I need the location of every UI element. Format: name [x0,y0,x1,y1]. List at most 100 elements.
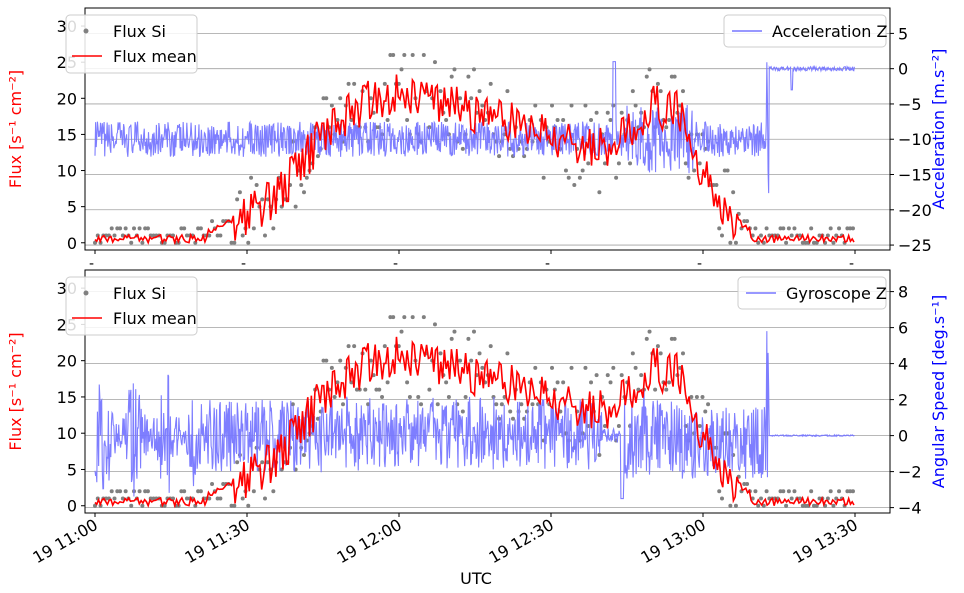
flux-si-point [784,240,789,245]
flux-si-point [118,226,123,231]
flux-si-point [837,489,842,494]
left-tick-label: 20 [57,89,77,108]
flux-si-point [644,336,649,341]
x-tick-label: 19 11:30 [182,515,253,567]
right-tick-label: 2 [898,391,908,410]
right-tick-label: 6 [898,319,908,338]
flux-si-point [811,503,816,508]
flux-si-point [221,481,226,486]
flux-si-point [196,226,201,231]
flux-si-point [132,226,137,231]
flux-si-point [602,161,607,166]
flux-si-point [246,240,251,245]
right-tick-label: 5 [898,24,908,43]
x-tick-label: - [241,256,246,272]
legend-right: Acceleration Z [723,14,888,48]
flux-mean-line [94,336,855,509]
right-tick-label: −10 [898,130,932,149]
flux-si-point [109,489,114,494]
flux-si-point [354,387,359,392]
flux-si-point [633,365,638,370]
flux-si-point [335,380,340,385]
flux-si-point [182,226,187,231]
legend-left: Flux Si Flux mean [65,276,198,336]
flux-si-point [555,117,560,122]
flux-si-point [260,197,265,202]
flux-si-point [611,365,616,370]
flux-si-point [505,351,510,356]
x-tick-label: 19 11:00 [30,515,101,567]
flux-si-point [215,496,220,501]
flux-si-point [759,233,764,238]
flux-si-point [469,96,474,101]
flux-si-point [499,402,504,407]
flux-si-point [563,168,568,173]
flux-si-point [569,103,574,108]
flux-si-point [722,168,727,173]
flux-si-point [352,81,357,86]
flux-si-point [655,344,660,349]
flux-si-point [577,175,582,180]
flux-si-point [697,423,702,428]
flux-si-point [388,315,393,320]
x-tick-label: - [545,256,550,272]
flux-si-point [346,344,351,349]
flux-si-point [619,373,624,378]
flux-si-point [382,81,387,86]
flux-si-point [781,489,786,494]
flux-si-point [850,489,855,494]
right-tick-label: −15 [898,166,932,185]
flux-si-point [561,380,566,385]
flux-si-point [728,503,733,508]
flux-si-point [700,394,705,399]
x-tick-label: 19 12:00 [334,515,405,567]
flux-si-point [232,503,237,508]
flux-si-point [756,503,761,508]
flux-si-point [137,489,142,494]
flux-si-point [848,489,853,494]
flux-si-point [717,489,722,494]
flux-si-point [315,416,320,421]
flux-si-point [697,161,702,166]
flux-si-point [198,489,203,494]
flux-si-point [789,233,794,238]
flux-si-point [388,52,393,57]
flux-si-point [221,219,226,224]
flux-si-point [756,240,761,245]
flux-si-point [505,89,510,94]
flux-si-point [324,96,329,101]
top-panel: 05101520253050−5−10−15−20−25------Flux [… [6,7,948,272]
left-axis-label: Flux [s⁻¹ cm⁻²] [6,332,25,450]
flux-si-point [608,117,613,122]
x-tick-label: 19 12:30 [486,515,557,567]
legend-label-secondary: Gyroscope Z [786,284,887,303]
flux-si-point [664,125,669,130]
flux-si-point [463,394,468,399]
flux-si-point [338,358,343,363]
flux-si-point [647,67,652,72]
flux-si-point [817,233,822,238]
flux-si-point [368,358,373,363]
flux-si-point [302,190,306,195]
flux-si-point [686,175,691,180]
flux-si-point [667,380,672,385]
flux-si-point [366,402,371,407]
flux-si-point [753,226,758,231]
flux-si-point [112,496,117,501]
flux-si-point [594,110,599,115]
flux-si-point [346,81,351,86]
flux-si-point [129,503,134,508]
right-tick-label: −4 [898,499,922,518]
flux-si-point [814,240,819,245]
flux-si-point [391,315,396,320]
flux-si-point [764,226,769,231]
flux-si-point [672,336,677,341]
flux-si-point [118,489,123,494]
flux-si-point [786,226,791,231]
flux-si-point [605,110,610,115]
flux-si-point [385,117,390,122]
flux-si-point [550,103,555,108]
flux-si-point [452,329,457,334]
flux-si-point [778,226,783,231]
